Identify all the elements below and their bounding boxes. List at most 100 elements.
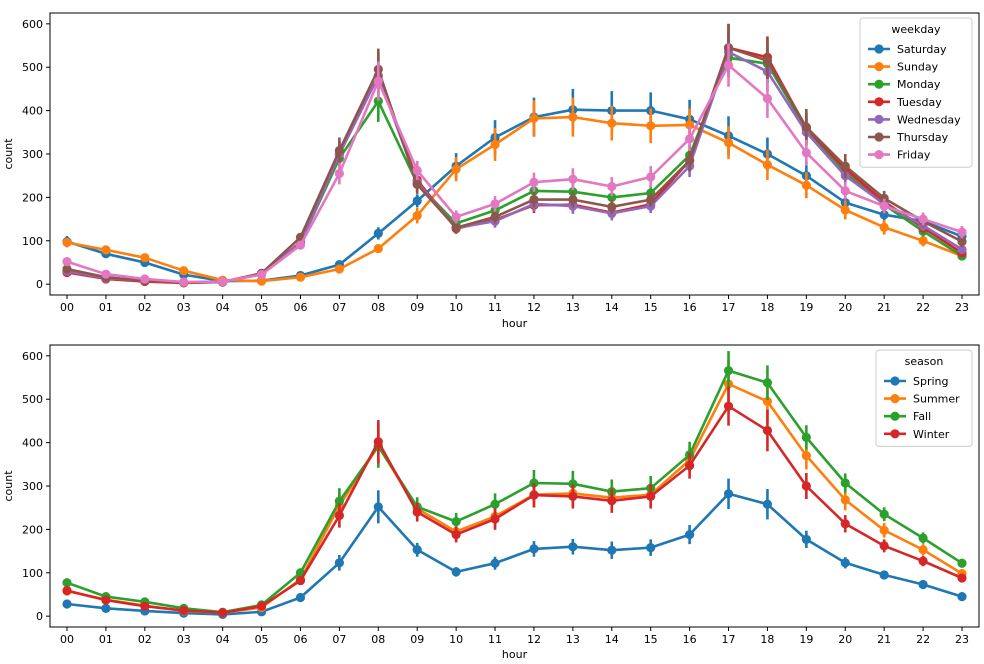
top-sunday-point-07 bbox=[334, 264, 344, 274]
bottom-spring-point-08 bbox=[373, 502, 383, 512]
top-legend-box bbox=[859, 17, 973, 168]
top-friday-point-23 bbox=[957, 227, 967, 237]
bottom-x-tick-label-03: 03 bbox=[177, 633, 191, 646]
top-thursday-point-20 bbox=[840, 161, 850, 171]
top-thursday-point-12 bbox=[529, 194, 539, 205]
bottom-y-tick-label-500: 500 bbox=[22, 393, 43, 406]
top-y-tick-label-400: 400 bbox=[22, 105, 43, 118]
bottom-legend-marker-summer bbox=[890, 394, 900, 404]
bottom-winter-point-08 bbox=[373, 437, 383, 447]
top-thursday-point-18 bbox=[762, 56, 773, 66]
bottom-y-tick-label-400: 400 bbox=[22, 437, 43, 450]
top-sunday-point-08 bbox=[373, 243, 383, 254]
bottom-fall-point-21 bbox=[879, 509, 889, 519]
bottom-x-tick-label-02: 02 bbox=[138, 633, 152, 646]
bottom-fall-point-10 bbox=[451, 516, 461, 527]
bottom-winter-point-06 bbox=[295, 575, 306, 586]
bottom-x-tick-label-06: 06 bbox=[293, 633, 307, 646]
top-x-tick-label-09: 09 bbox=[410, 301, 424, 314]
top-sunday-line bbox=[66, 115, 963, 283]
top-thursday-point-00 bbox=[62, 264, 72, 274]
top-legend-marker-sunday bbox=[874, 62, 884, 72]
top-x-tick-label-13: 13 bbox=[566, 301, 580, 314]
bottom-x-tick-label-15: 15 bbox=[644, 633, 658, 646]
bottom-winter-point-12 bbox=[529, 490, 539, 500]
top-tuesday-line bbox=[66, 46, 963, 285]
top-x-tick-label-05: 05 bbox=[255, 301, 269, 314]
bottom-series-fall bbox=[62, 351, 967, 617]
top-monday-line bbox=[66, 56, 963, 284]
bottom-winter-point-20 bbox=[840, 519, 850, 529]
bottom-series-winter bbox=[62, 386, 967, 618]
bottom-spring-point-21 bbox=[879, 570, 889, 580]
bottom-fall-point-19 bbox=[801, 432, 811, 443]
top-friday-point-19 bbox=[801, 148, 811, 158]
bottom-x-tick-label-08: 08 bbox=[371, 633, 385, 646]
top-y-tick-label-100: 100 bbox=[22, 235, 43, 248]
bottom-spring-point-23 bbox=[957, 592, 967, 602]
bottom-winter-point-14 bbox=[607, 496, 617, 506]
bottom-spring-point-15 bbox=[646, 543, 656, 553]
top-sunday-point-03 bbox=[179, 266, 189, 276]
bottom-x-tick-label-04: 04 bbox=[216, 633, 230, 646]
top-y-tick-label-200: 200 bbox=[22, 191, 43, 204]
bottom-winter-line bbox=[66, 404, 963, 615]
top-sunday-point-15 bbox=[646, 121, 656, 131]
bottom-fall-point-23 bbox=[957, 558, 967, 568]
top-y-tick-label-300: 300 bbox=[22, 148, 43, 161]
top-sunday-point-05 bbox=[256, 276, 267, 286]
top-x-tick-label-18: 18 bbox=[760, 301, 774, 314]
bottom-y-tick-label-0: 0 bbox=[36, 610, 43, 623]
bottom-axes-frame bbox=[49, 344, 980, 628]
top-sunday-point-18 bbox=[762, 160, 773, 170]
bottom-x-tick-label-21: 21 bbox=[877, 633, 891, 646]
bottom-summer-point-20 bbox=[840, 495, 850, 505]
top-friday-point-06 bbox=[295, 240, 306, 250]
bottom-spring-point-00 bbox=[62, 599, 72, 609]
top-wednesday-point-23 bbox=[957, 244, 967, 255]
bottom-winter-point-01 bbox=[101, 595, 111, 605]
bottom-x-tick-label-13: 13 bbox=[566, 633, 580, 646]
top-saturday-point-08 bbox=[373, 228, 383, 238]
top-x-tick-label-22: 22 bbox=[916, 301, 930, 314]
top-x-tick-label-20: 20 bbox=[838, 301, 852, 314]
bottom-y-tick-label-300: 300 bbox=[22, 480, 43, 493]
bottom-legend-title: season bbox=[905, 355, 944, 368]
top-y-tick-label-600: 600 bbox=[22, 18, 43, 31]
bottom-y-tick-label-600: 600 bbox=[22, 350, 43, 363]
top-thursday-point-23 bbox=[957, 237, 967, 247]
bottom-spring-point-22 bbox=[918, 579, 928, 590]
top-sunday-point-06 bbox=[295, 272, 306, 282]
top-x-tick-label-15: 15 bbox=[644, 301, 658, 314]
bottom-x-tick-label-18: 18 bbox=[760, 633, 774, 646]
top-legend-marker-wednesday bbox=[874, 114, 884, 124]
top-thursday-point-07 bbox=[334, 145, 344, 156]
top-sunday-point-19 bbox=[801, 180, 811, 190]
top-x-tick-label-02: 02 bbox=[138, 301, 152, 314]
bottom-x-tick-label-19: 19 bbox=[799, 633, 813, 646]
top-legend-marker-monday bbox=[874, 79, 884, 89]
bottom-winter-point-02 bbox=[140, 601, 150, 611]
top-series-tuesday bbox=[62, 23, 967, 288]
bottom-spring-point-09 bbox=[412, 545, 422, 555]
top-x-tick-label-14: 14 bbox=[605, 301, 619, 314]
top-friday-point-14 bbox=[607, 181, 617, 192]
bottom-summer-point-22 bbox=[918, 545, 928, 555]
bottom-fall-point-17 bbox=[723, 365, 734, 376]
top-x-tick-label-04: 04 bbox=[216, 301, 230, 314]
bottom-fall-line bbox=[66, 369, 963, 614]
top-sunday-point-17 bbox=[723, 138, 734, 148]
top-saturday-point-21 bbox=[879, 210, 889, 220]
bottom-winter-point-00 bbox=[62, 585, 72, 596]
bottom-spring-point-20 bbox=[840, 558, 850, 568]
bottom-winter-point-22 bbox=[918, 556, 928, 566]
bottom-y-tick-label-200: 200 bbox=[22, 523, 43, 536]
bottom-summer-point-18 bbox=[762, 396, 773, 406]
top-chart-panel: 00 01 02 03 04 05 06 07 08 09 10 11 12 13 14 15 16 17 18 19… bbox=[2, 12, 980, 330]
top-sunday-point-20 bbox=[840, 205, 850, 215]
bottom-x-tick-label-17: 17 bbox=[722, 633, 736, 646]
top-friday-point-09 bbox=[412, 165, 422, 176]
bottom-y-tick-label-100: 100 bbox=[22, 567, 43, 580]
top-x-axis-label: hour bbox=[502, 317, 528, 330]
bottom-y-axis-label: count bbox=[2, 470, 15, 502]
